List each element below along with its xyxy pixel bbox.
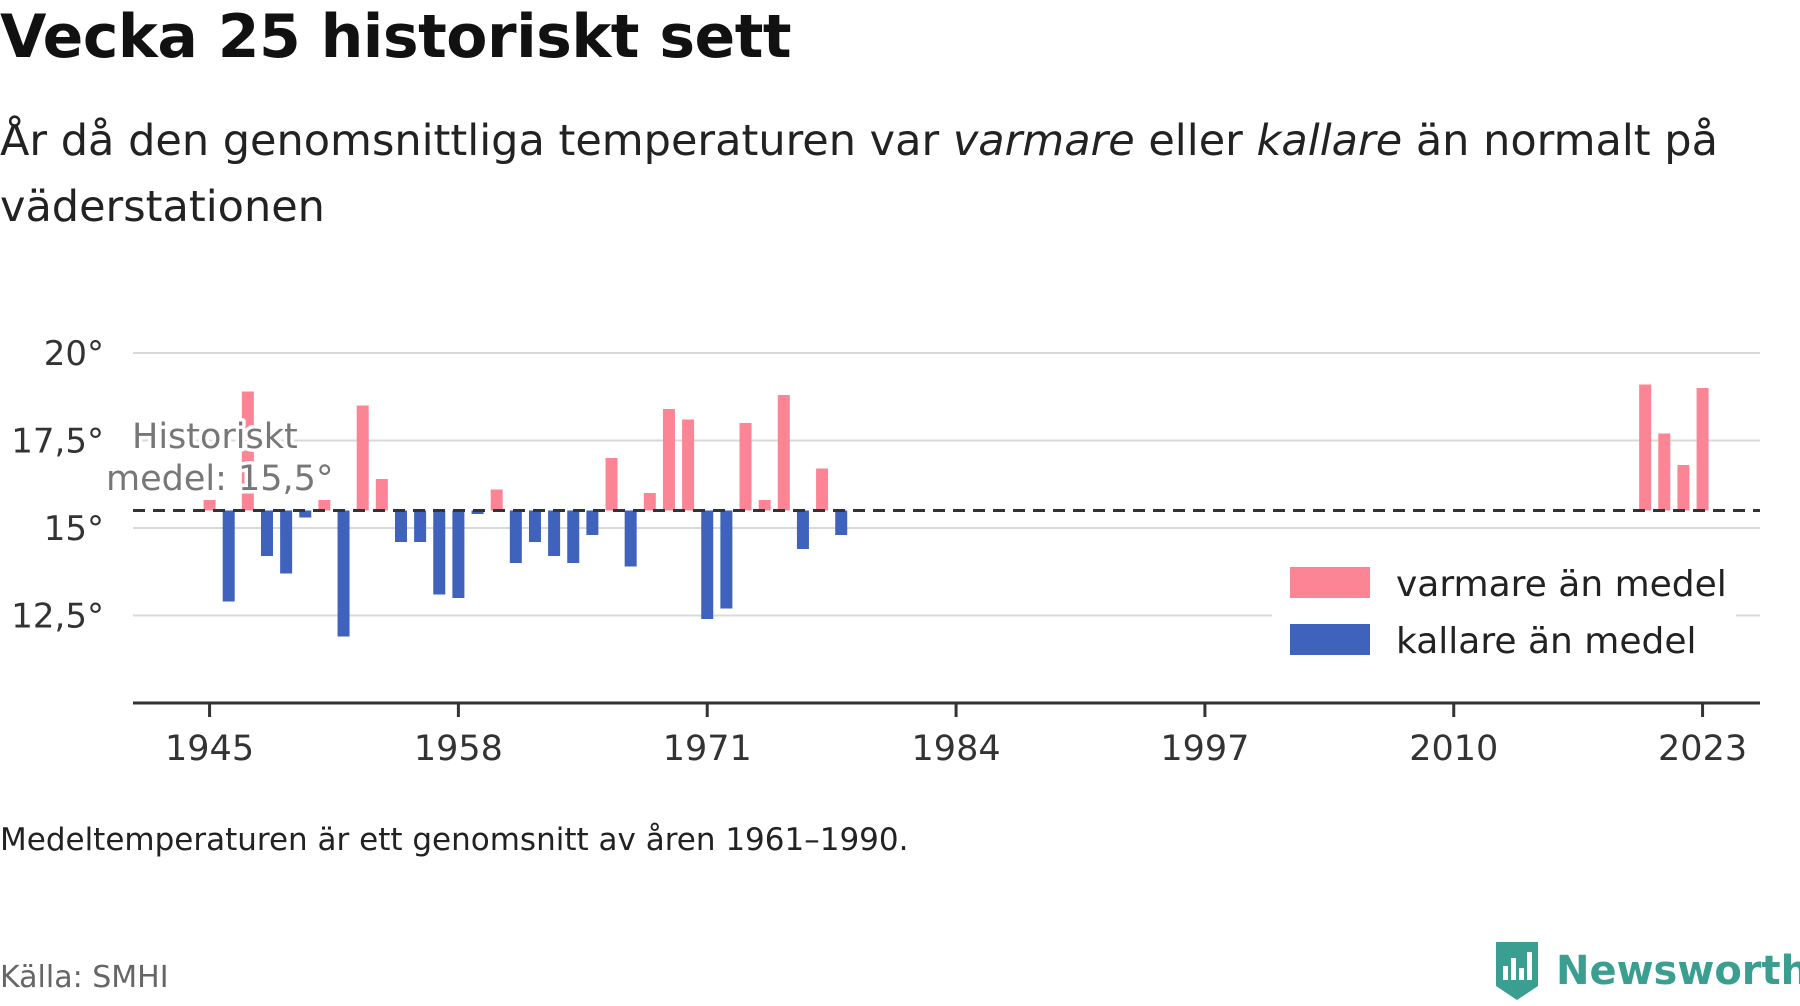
- y-tick-label: 20°: [44, 334, 104, 374]
- bar-warm-1973: [739, 423, 752, 511]
- bar-cold-1955: [394, 510, 407, 542]
- bar-warm-2021: [1658, 433, 1671, 511]
- x-tick-label: 1984: [912, 729, 1001, 769]
- bar-cold-1959: [471, 510, 484, 514]
- legend-label-warmer: varmare än medel: [1396, 564, 1727, 605]
- y-tick-label: 17,5°: [11, 422, 104, 462]
- newsworthy-logo: Newsworthy: [1492, 936, 1800, 1006]
- bar-cold-1956: [414, 510, 427, 542]
- bars: [203, 384, 1709, 637]
- bar-cold-1976: [796, 510, 809, 549]
- bar-warm-1969: [662, 409, 675, 511]
- chart-title: Vecka 25 historiskt sett: [0, 2, 792, 72]
- bar-warm-2022: [1677, 465, 1690, 511]
- bar-cold-1965: [586, 510, 599, 535]
- x-tick-label: 1997: [1160, 729, 1249, 769]
- y-axis-tick-labels: 20° 17,5° 15° 12,5°: [11, 334, 104, 637]
- chart-subtitle: År då den genomsnittliga temperaturen va…: [0, 108, 1760, 240]
- subtitle-emphasis-warmer: varmare: [952, 116, 1135, 166]
- x-tick-label: 1945: [165, 729, 254, 769]
- bar-cold-1967: [624, 510, 637, 567]
- x-tick-label: 1958: [414, 729, 503, 769]
- bar-cold-1946: [222, 510, 235, 602]
- bar-cold-1962: [528, 510, 541, 542]
- bar-warm-1951: [318, 500, 331, 511]
- legend-label-colder: kallare än medel: [1396, 621, 1696, 662]
- bar-warm-1960: [490, 489, 503, 511]
- subtitle-text-3: än normalt på väderstationen: [0, 116, 1718, 232]
- bar-cold-1952: [337, 510, 350, 637]
- bar-cold-1958: [452, 510, 465, 598]
- bar-cold-1972: [720, 510, 733, 609]
- newsworthy-brand-name: Newsworthy: [1556, 948, 1800, 994]
- bar-warm-1970: [682, 419, 695, 511]
- bar-warm-1953: [356, 405, 369, 511]
- bar-cold-1961: [509, 510, 522, 563]
- x-tick-label: 1971: [663, 729, 752, 769]
- legend: varmare än medel kallare än medel: [1272, 552, 1736, 664]
- bar-cold-1964: [567, 510, 580, 563]
- bar-cold-1950: [299, 510, 312, 518]
- bar-warm-2023: [1696, 388, 1709, 511]
- bar-warm-1977: [816, 468, 829, 511]
- bar-warm-1975: [777, 395, 790, 511]
- subtitle-text-1: År då den genomsnittliga temperaturen va…: [0, 116, 953, 166]
- legend-swatch-warmer: [1290, 567, 1370, 598]
- bar-cold-1978: [835, 510, 848, 535]
- bar-warm-1966: [605, 458, 618, 511]
- x-axis-ticks: 1945 1958 1971 1984 1997 2010 2023: [165, 703, 1747, 769]
- bar-cold-1971: [701, 510, 714, 619]
- subtitle-text-2: eller: [1134, 116, 1257, 166]
- x-tick-label: 2010: [1409, 729, 1498, 769]
- legend-swatch-colder: [1290, 624, 1370, 655]
- bar-warm-1954: [375, 479, 388, 511]
- bar-cold-1963: [548, 510, 561, 556]
- bar-warm-1947: [241, 391, 254, 511]
- baseline-label-line-1: Historiskt: [132, 417, 298, 457]
- subtitle-emphasis-colder: kallare: [1256, 116, 1403, 166]
- bar-cold-1957: [433, 510, 446, 595]
- bar-warm-1974: [758, 500, 771, 511]
- bar-warm-1945: [203, 500, 216, 511]
- baseline-label: Historiskt medel: 15,5°: [103, 414, 337, 503]
- x-tick-label: 2023: [1658, 729, 1747, 769]
- bar-cold-1948: [260, 510, 273, 556]
- baseline-label-line-2: medel: 15,5°: [106, 459, 333, 499]
- y-tick-label: 12,5°: [11, 597, 104, 637]
- source-credit: Källa: SMHI: [0, 960, 169, 995]
- footnote: Medeltemperaturen är ett genomsnitt av å…: [0, 822, 909, 858]
- bar-cold-1949: [280, 510, 293, 574]
- bar-warm-1968: [643, 493, 656, 511]
- bar-warm-2020: [1639, 384, 1652, 511]
- y-tick-label: 15°: [44, 509, 104, 549]
- newsworthy-logo-icon: [1496, 942, 1538, 1000]
